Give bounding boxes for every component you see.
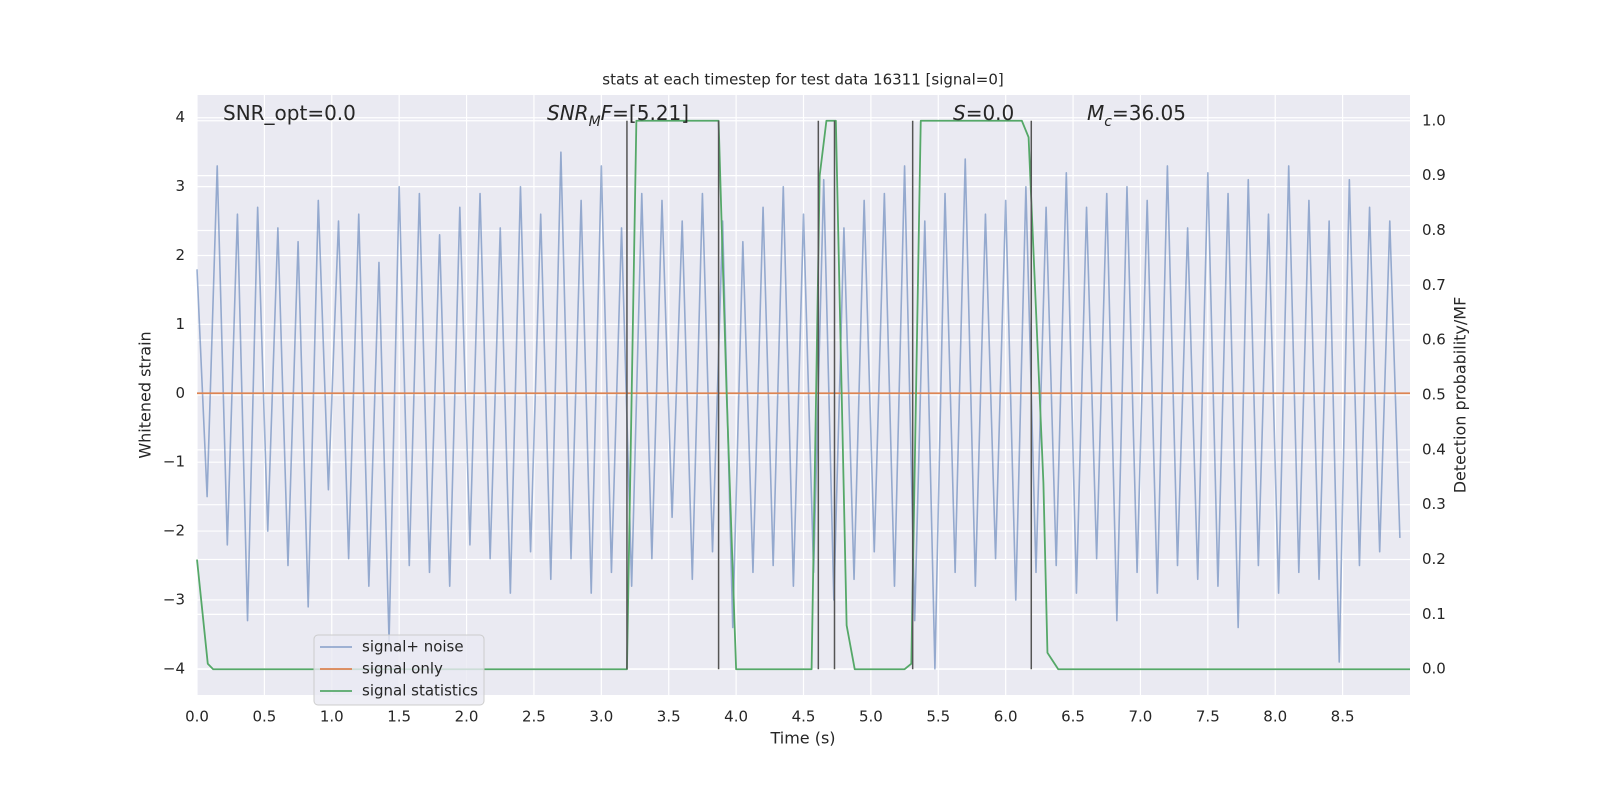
x-tick-label: 8.0 bbox=[1263, 708, 1287, 726]
annotation-part: M bbox=[589, 114, 601, 130]
x-tick-label: 6.5 bbox=[1061, 708, 1085, 726]
annotation-part: =0.0 bbox=[966, 101, 1015, 125]
legend-box bbox=[313, 634, 485, 706]
y2-tick-label: 0.5 bbox=[1422, 386, 1446, 404]
annotation-part: =36.05 bbox=[1112, 101, 1186, 125]
y-tick-label: −1 bbox=[163, 453, 185, 471]
x-tick-label: 4.0 bbox=[724, 708, 748, 726]
x-tick-label: 7.0 bbox=[1129, 708, 1153, 726]
y-axis-label: Whitened strain bbox=[136, 331, 155, 458]
series-line bbox=[196, 119, 1410, 671]
x-tick-label: 0.0 bbox=[185, 708, 209, 726]
y-tick-label: 2 bbox=[175, 246, 185, 264]
annotation-part: =[5.21] bbox=[612, 101, 689, 125]
y2-tick-label: 0.9 bbox=[1422, 166, 1446, 184]
x-tick-label: 8.5 bbox=[1331, 708, 1355, 726]
y2-tick-label: 0.2 bbox=[1422, 550, 1446, 568]
y-tick-label: −3 bbox=[163, 590, 185, 608]
y2-tick-label: 1.0 bbox=[1422, 111, 1446, 129]
annotation-part: F bbox=[601, 101, 613, 125]
annotation-part: S bbox=[953, 101, 966, 125]
annotation-part: SNR_opt=0.0 bbox=[223, 101, 356, 125]
y2-tick-label: 0.3 bbox=[1422, 495, 1446, 513]
annotation-part: M bbox=[1087, 101, 1104, 125]
annotation: S=0.0 bbox=[953, 101, 1014, 125]
annotation: Mc=36.05 bbox=[1087, 101, 1186, 131]
annotation-part: SNR bbox=[547, 101, 589, 125]
x-tick-label: 1.0 bbox=[320, 708, 344, 726]
y2-tick-label: 0.0 bbox=[1422, 660, 1446, 678]
x-tick-label: 3.5 bbox=[657, 708, 681, 726]
chart-title: stats at each timestep for test data 163… bbox=[602, 71, 1003, 89]
x-tick-label: 3.0 bbox=[589, 708, 613, 726]
y-tick-label: 1 bbox=[175, 315, 185, 333]
x-tick-label: 4.5 bbox=[792, 708, 816, 726]
series-line bbox=[196, 151, 1401, 670]
y2-axis-label: Detection probability/MF bbox=[1451, 297, 1470, 494]
x-tick-label: 5.5 bbox=[926, 708, 950, 726]
x-tick-label: 1.5 bbox=[387, 708, 411, 726]
x-tick-label: 6.0 bbox=[994, 708, 1018, 726]
legend-label: signal+ noise bbox=[362, 638, 464, 656]
x-tick-label: 5.0 bbox=[859, 708, 883, 726]
y2-tick-label: 0.4 bbox=[1422, 440, 1446, 458]
y2-tick-label: 0.8 bbox=[1422, 221, 1446, 239]
annotation: SNR_opt=0.0 bbox=[223, 101, 356, 125]
y-tick-label: 3 bbox=[175, 177, 185, 195]
x-tick-label: 7.5 bbox=[1196, 708, 1220, 726]
x-tick-label: 2.0 bbox=[455, 708, 479, 726]
y2-tick-label: 0.6 bbox=[1422, 331, 1446, 349]
y-tick-label: 4 bbox=[175, 108, 185, 126]
y-tick-label: −4 bbox=[163, 659, 185, 677]
y-tick-label: 0 bbox=[175, 384, 185, 402]
legend-label: signal only bbox=[362, 660, 443, 678]
y-tick-label: −2 bbox=[163, 522, 185, 540]
y2-tick-label: 0.7 bbox=[1422, 276, 1446, 294]
x-tick-label: 0.5 bbox=[252, 708, 276, 726]
y2-tick-label: 0.1 bbox=[1422, 605, 1446, 623]
x-tick-label: 2.5 bbox=[522, 708, 546, 726]
annotation-part: c bbox=[1104, 114, 1112, 130]
x-axis-label: Time (s) bbox=[769, 729, 835, 748]
annotation: SNRMF=[5.21] bbox=[547, 101, 689, 131]
legend-label: signal statistics bbox=[362, 682, 478, 700]
